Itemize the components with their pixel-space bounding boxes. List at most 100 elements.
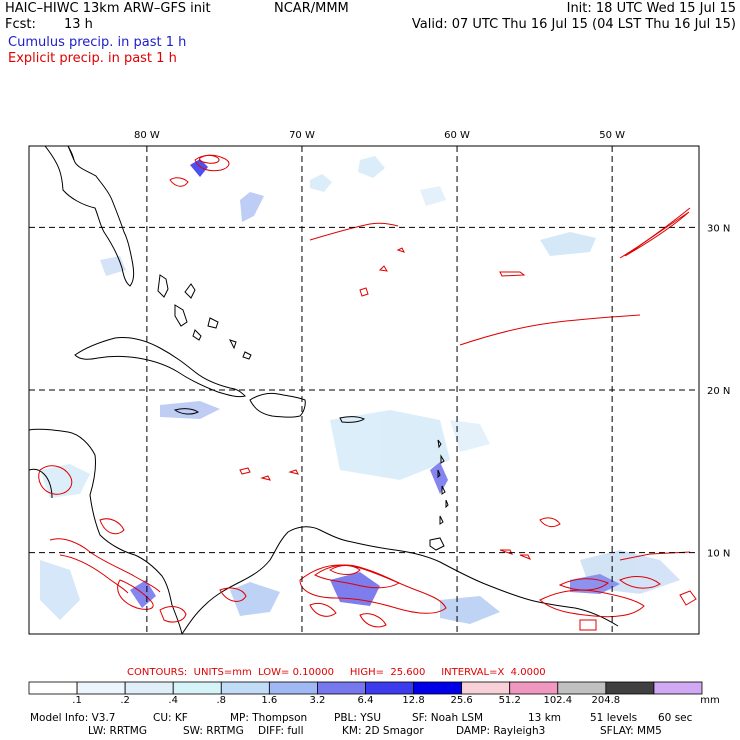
latitude-labels: 30 N 20 N 10 N — [707, 223, 730, 559]
forecast-label: Fcst: — [5, 17, 36, 32]
cumulus-patch — [430, 462, 448, 494]
contour — [579, 619, 597, 631]
contour — [38, 465, 73, 495]
latitude-label: 10 N — [707, 549, 730, 560]
yucatan-coast — [29, 468, 53, 499]
cumulus-precip-areas — [40, 156, 680, 624]
contour — [459, 314, 641, 346]
model-info-item: CU: KF — [153, 712, 188, 724]
contour — [679, 590, 697, 606]
model-info-item: MP: Thompson — [230, 712, 308, 724]
colorbar-tick-label: 204.8 — [591, 695, 621, 706]
colorbar-tick-label: 3.2 — [309, 695, 326, 706]
colorbar-swatch — [509, 681, 559, 695]
model-info-item: DAMP: Rayleigh3 — [456, 725, 546, 737]
cuba-coast — [74, 337, 246, 398]
contour — [199, 154, 220, 164]
model-info-item: DIFF: full — [258, 725, 304, 737]
cumulus-patch — [440, 596, 500, 624]
cumulus-patch — [40, 464, 90, 498]
puerto-rico-coast — [339, 416, 365, 423]
cumulus-patch — [420, 186, 446, 206]
bahamas-islands — [157, 274, 252, 360]
cumulus-patch — [190, 159, 208, 177]
cumulus-patch — [358, 156, 385, 178]
colorbar-tick-label: 12.8 — [402, 695, 425, 706]
colorbar-swatch — [220, 681, 270, 695]
contour — [359, 247, 405, 297]
contour — [309, 602, 337, 617]
colorbar-swatch — [557, 681, 607, 695]
cumulus-legend: Cumulus precip. in past 1 h — [8, 35, 187, 50]
hispaniola-coast — [249, 392, 306, 418]
model-info-item: SF: Noah LSM — [412, 712, 484, 724]
contour — [59, 554, 129, 594]
contour — [359, 613, 387, 628]
latitude-label: 20 N — [707, 386, 730, 397]
model-info-item: 60 sec — [658, 712, 693, 724]
model-info-item: 13 km — [528, 712, 562, 724]
contour — [619, 576, 661, 589]
explicit-legend: Explicit precip. in past 1 h — [8, 51, 177, 66]
contour — [117, 579, 154, 610]
trinidad-coast — [429, 537, 445, 551]
colorbar-tick-label: 1.6 — [261, 695, 278, 706]
south-america-coast — [181, 526, 619, 634]
contour — [329, 565, 361, 575]
cumulus-patch — [160, 401, 220, 419]
contour — [99, 518, 125, 535]
contour — [499, 271, 526, 277]
colorbar-swatch — [172, 681, 222, 695]
colorbar-tick-label: .4 — [168, 695, 178, 706]
florida-coast — [44, 146, 135, 287]
init-time: Init: 18 UTC Wed 15 Jul 15 — [566, 1, 736, 16]
contour — [619, 551, 691, 561]
forecast-hour: 13 h — [64, 17, 93, 32]
model-info-item: KM: 2D Smagor — [342, 725, 424, 737]
colorbar-tick-label: .1 — [72, 695, 82, 706]
contour — [169, 177, 189, 187]
contour — [499, 549, 532, 560]
colorbar-tick-label: .2 — [120, 695, 130, 706]
colorbar-tick-label: .8 — [216, 695, 227, 706]
model-info-item: SFLAY: MM5 — [600, 725, 662, 737]
longitude-label: 60 W — [444, 130, 470, 141]
cumulus-patch — [330, 410, 450, 480]
organization-label: NCAR/MMM — [274, 1, 349, 16]
colorbar-tick-label: 25.6 — [450, 695, 473, 706]
model-info-item: LW: RRTMG — [88, 725, 147, 737]
cumulus-patch — [540, 232, 596, 256]
colorbar-tick-label: 6.4 — [357, 695, 374, 706]
contour — [159, 606, 187, 623]
cumulus-patch — [450, 420, 490, 452]
contour — [558, 578, 609, 591]
latitude-label: 30 N — [707, 223, 730, 234]
cumulus-patch — [40, 560, 80, 620]
explicit-precip-contours — [38, 154, 697, 631]
colorbar-swatch — [605, 681, 655, 695]
model-info-item: PBL: YSU — [334, 712, 382, 724]
colorbar-swatch — [28, 681, 78, 695]
cumulus-patch — [240, 192, 264, 222]
contour — [624, 211, 690, 257]
map-title: HAIC–HIWC 13km ARW–GFS init — [5, 1, 211, 16]
southeast-us-coast — [67, 146, 75, 161]
colorbar-swatch — [413, 681, 463, 695]
cumulus-patch — [330, 572, 380, 606]
model-info-item: Model Info: V3.7 — [30, 712, 116, 724]
longitude-label: 80 W — [134, 130, 160, 141]
colorbar-swatch — [268, 681, 318, 695]
central-america-coast — [29, 428, 183, 634]
colorbar-swatch — [317, 681, 366, 695]
lat-lon-grid — [29, 146, 699, 634]
contour — [539, 517, 561, 528]
cumulus-patch — [230, 582, 280, 616]
colorbar-tick-label: 102.4 — [543, 695, 573, 706]
model-info-item: 51 levels — [590, 712, 638, 724]
colorbar-swatch — [365, 681, 414, 695]
coastlines — [29, 146, 619, 634]
colorbar-swatch — [653, 681, 703, 695]
colorbar-swatch — [461, 681, 511, 695]
